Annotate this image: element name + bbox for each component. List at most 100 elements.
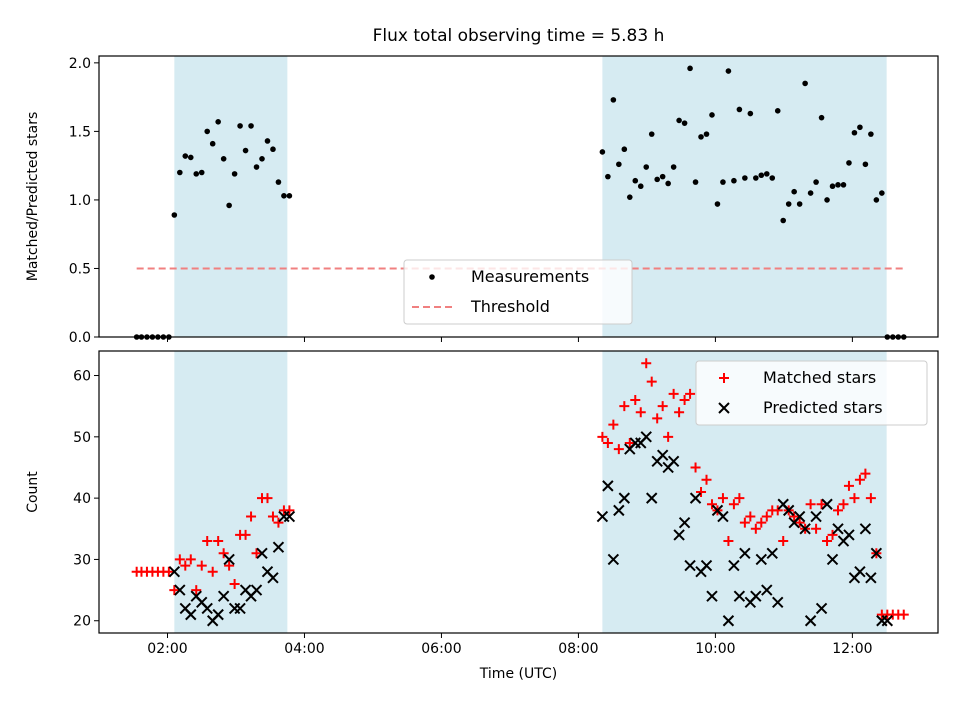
predicted-stars-point: [618, 492, 631, 504]
count-marks: [131, 358, 909, 627]
measurements-point: [813, 179, 819, 185]
matched-stars-point: [778, 536, 789, 547]
measurements-point: [873, 197, 880, 203]
matched-stars-point: [690, 462, 701, 473]
predicted-stars-point: [607, 553, 620, 566]
x-tick-label: 08:00: [558, 641, 598, 657]
measurements-point: [796, 201, 803, 207]
count-axes-frame: [98, 350, 939, 634]
matched-stars-point: [624, 437, 635, 448]
predicted-stars-point: [667, 455, 680, 468]
matched-stars-point: [756, 517, 767, 528]
predicted-stars-point: [755, 553, 768, 566]
predicted-stars-point: [168, 565, 181, 578]
matched-stars-point: [224, 560, 235, 571]
matched-stars-point: [207, 566, 218, 577]
matched-stars-point: [663, 431, 674, 442]
measurements-point: [840, 182, 847, 188]
matched-stars-point: [843, 480, 854, 491]
matched-stars-point: [838, 499, 849, 510]
measurements-point: [681, 120, 688, 126]
measurements-point: [868, 131, 874, 137]
matched-stars-point: [652, 413, 663, 424]
ratio-ticks: 0.0 0.5 1.0 1.5 2.0: [69, 56, 853, 346]
predicted-stars-point: [673, 529, 685, 541]
measurements-point: [281, 193, 287, 199]
measurements-point: [626, 194, 633, 200]
matched-stars-point: [185, 554, 196, 565]
y-tick-label: 40: [73, 491, 91, 507]
predicted-stars-point: [821, 498, 833, 510]
predicted-stars-point: [684, 559, 696, 572]
matched-stars-point: [789, 511, 800, 522]
predicted-stars-point: [728, 559, 740, 572]
matched-stars-point: [750, 523, 761, 534]
matched-stars-point: [679, 395, 690, 406]
measurements-point: [835, 182, 841, 188]
matched-stars-point: [860, 468, 871, 479]
predicted-stars-point: [739, 547, 751, 560]
matched-stars-point: [635, 407, 646, 418]
measurements-point: [270, 146, 276, 153]
predicted-stars-point: [881, 615, 894, 627]
ratio-axes-frame: [98, 55, 939, 338]
predicted-stars-point: [717, 510, 729, 523]
predicted-stars-point: [722, 615, 735, 627]
predicted-stars-point: [706, 590, 718, 602]
matched-stars-point: [668, 388, 679, 399]
predicted-stars-point: [815, 602, 828, 615]
matched-stars-point: [163, 566, 174, 577]
predicted-stars-point: [256, 547, 268, 560]
predicted-stars-point: [750, 590, 762, 602]
predicted-stars-point: [656, 449, 669, 461]
x-tick-label: 06:00: [421, 641, 461, 657]
measurements-point: [209, 140, 216, 147]
predicted-stars-point: [201, 602, 213, 615]
matched-stars-point: [761, 511, 772, 522]
matched-stars-point: [240, 529, 251, 540]
measurements-point: [226, 202, 232, 209]
predicted-stars-point: [700, 559, 713, 572]
matched-stars-point: [608, 419, 619, 430]
y-tick-label: 0.0: [69, 330, 91, 346]
predicted-stars-point: [859, 523, 872, 535]
measurements-point: [862, 161, 869, 168]
matched-stars-point: [657, 401, 668, 412]
predicted-stars-point: [793, 510, 806, 523]
predicted-stars-point: [640, 431, 652, 443]
measurements-point: [182, 153, 189, 159]
chart-title: Flux total observing time = 5.83 h: [373, 26, 665, 46]
measurements-point: [769, 175, 776, 181]
measurements-point: [187, 154, 194, 161]
measurements-point: [802, 80, 808, 87]
predicted-stars-point: [870, 547, 883, 560]
y-tick-label: 1.0: [69, 193, 91, 209]
matched-stars-point: [706, 499, 717, 510]
matched-stars-point: [849, 493, 860, 504]
predicted-stars-point: [766, 547, 778, 560]
predicted-stars-point: [267, 572, 279, 584]
matched-stars-point: [180, 560, 191, 571]
matched-stars-point: [717, 493, 728, 504]
measurements-point: [632, 177, 639, 184]
matched-stars-point: [674, 407, 685, 418]
x-tick-label: 12:00: [832, 641, 872, 657]
matched-stars-point: [284, 505, 295, 516]
matched-stars-point: [262, 493, 273, 504]
x-tick-label: 10:00: [695, 641, 735, 657]
measurements-point: [621, 146, 628, 153]
predicted-stars-point: [826, 553, 839, 566]
matched-stars-point: [196, 560, 207, 571]
measurements-point: [204, 128, 211, 135]
measurements-point: [824, 197, 830, 203]
measurements-point: [599, 149, 606, 155]
measurements-point: [703, 131, 710, 137]
measurements-point: [742, 175, 748, 181]
predicted-stars-legend-swatch: [718, 402, 730, 414]
predicted-stars-point: [678, 516, 691, 529]
matched-stars-point: [734, 493, 745, 504]
measurements-point: [177, 169, 183, 176]
measurements-point: [237, 123, 243, 129]
matched-stars-legend-swatch: [719, 373, 729, 383]
predicted-stars-point: [217, 590, 230, 602]
